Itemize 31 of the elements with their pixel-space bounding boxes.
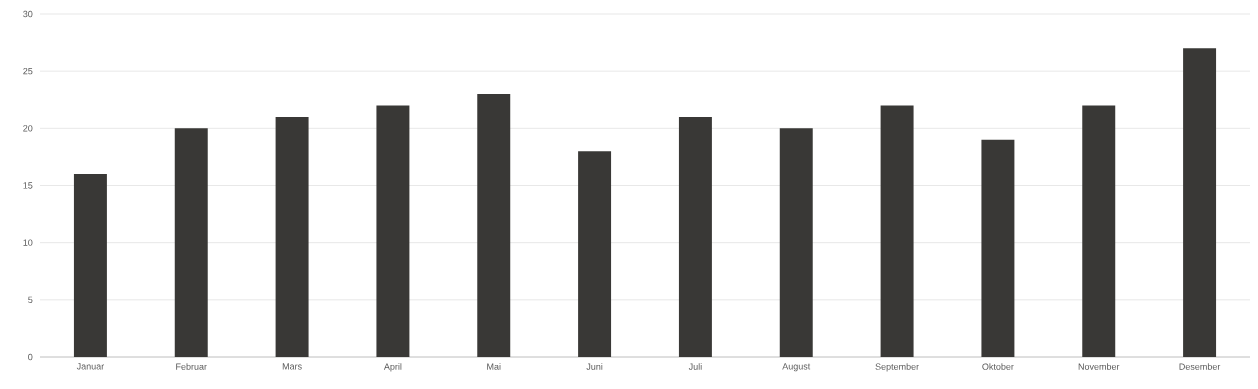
y-tick-label: 5 — [28, 296, 33, 303]
x-tick-label: Juni — [586, 363, 603, 370]
x-tick-label: Januar — [76, 363, 105, 370]
x-tick-label: Mars — [282, 363, 302, 370]
x-tick-label: September — [875, 363, 919, 372]
bar — [880, 105, 914, 357]
x-tick-label: Oktober — [982, 363, 1014, 370]
y-tick-label: 20 — [23, 125, 33, 132]
y-tick-label: 30 — [23, 10, 33, 18]
bar — [779, 128, 813, 357]
bar — [1183, 48, 1217, 357]
bar — [1082, 105, 1116, 357]
y-tick-label: 15 — [23, 182, 33, 189]
x-tick-label: November — [1078, 363, 1120, 370]
bar — [981, 139, 1015, 357]
x-tick-label: Desember — [1179, 363, 1221, 370]
x-tick-label: August — [782, 363, 811, 372]
y-tick-label: 0 — [28, 353, 33, 361]
bar — [578, 151, 612, 357]
y-tick-label: 10 — [23, 239, 33, 246]
x-tick-label: April — [383, 363, 402, 372]
bar — [678, 116, 712, 357]
y-tick-label: 25 — [23, 67, 33, 75]
bar — [477, 94, 511, 357]
x-tick-label: Februar — [176, 363, 207, 370]
x-tick-label: Mai — [487, 363, 501, 370]
x-tick-label: Juli — [688, 363, 702, 370]
bar — [275, 116, 309, 357]
bar — [174, 128, 208, 357]
bar — [376, 105, 410, 357]
bar — [73, 174, 107, 357]
